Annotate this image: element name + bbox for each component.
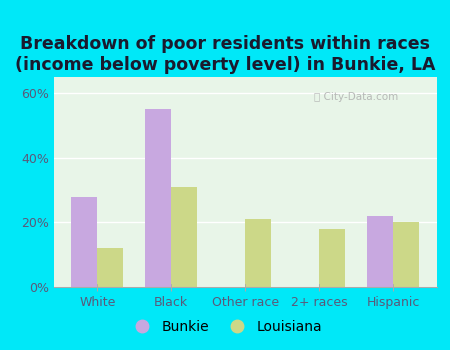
Bar [145, 109, 171, 287]
Bar [97, 248, 123, 287]
Legend: Bunkie, Louisiana: Bunkie, Louisiana [122, 314, 328, 340]
Text: ⓘ City-Data.com: ⓘ City-Data.com [314, 92, 398, 102]
Bar [319, 229, 345, 287]
Bar [367, 216, 393, 287]
Text: Breakdown of poor residents within races
(income below poverty level) in Bunkie,: Breakdown of poor residents within races… [15, 35, 435, 74]
Bar [245, 219, 271, 287]
Bar [171, 187, 197, 287]
Bar [72, 197, 97, 287]
Bar [393, 222, 419, 287]
